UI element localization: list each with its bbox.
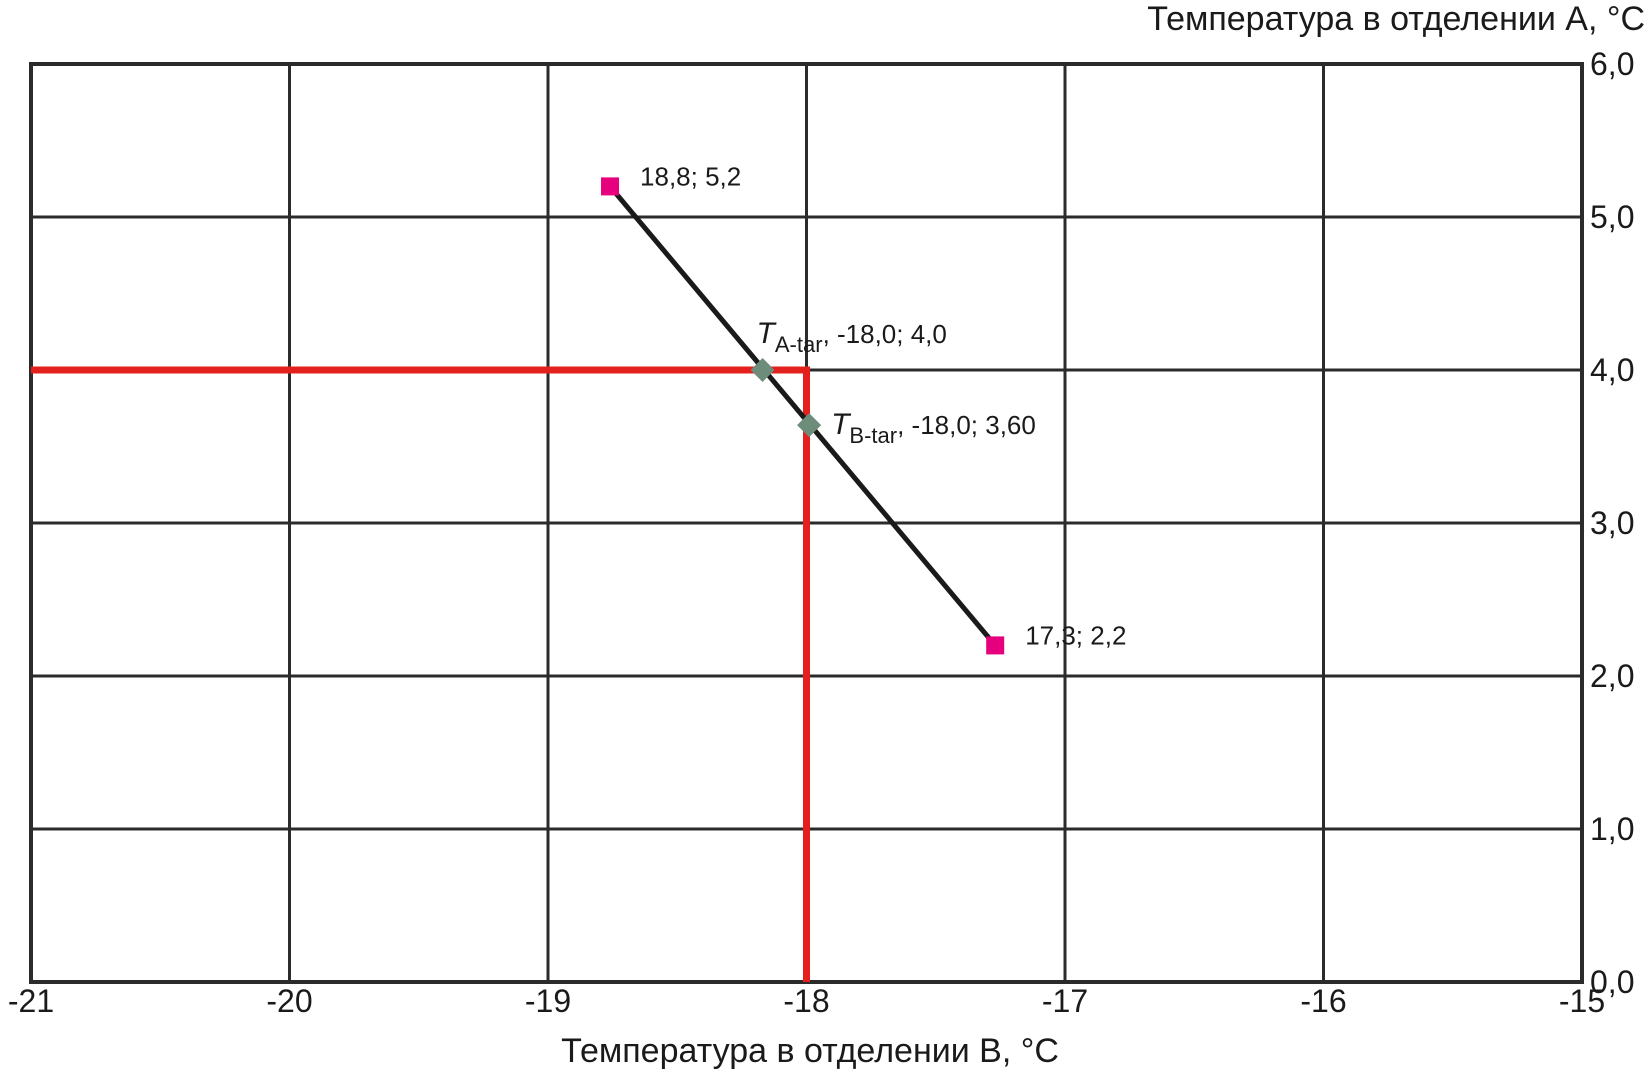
series-line — [608, 184, 998, 648]
y-tick-label: 6,0 — [1590, 46, 1634, 82]
measured-point-label: 17,3; 2,2 — [1025, 620, 1126, 650]
reference-lines — [31, 366, 810, 982]
y-tick-label: 5,0 — [1590, 199, 1634, 235]
x-axis-title: Температура в отделении B, °C — [561, 1032, 1059, 1070]
x-tick-label: -19 — [525, 983, 571, 1019]
x-tick-label: -21 — [8, 983, 54, 1019]
y-tick-label: 4,0 — [1590, 352, 1634, 388]
measured-point-label: 18,8; 5,2 — [640, 161, 741, 191]
y-tick-label: 3,0 — [1590, 505, 1634, 541]
x-tick-label: -16 — [1300, 983, 1346, 1019]
tick-labels: -21 -20 -19 -18 -17 -16 -150,0 1,0 2,0 3,0 4,0 5,0 6… — [8, 46, 1635, 1019]
target-point-label: TB-tar, -18,0; 3,60 — [831, 408, 1036, 448]
series: 18,8; 5,2 17,3; 2,2 TA-tar, -18,0; 4,0 TB-t… — [601, 161, 1126, 655]
target-point — [750, 358, 775, 382]
target-point-label: TA-tar, -18,0; 4,0 — [757, 317, 947, 357]
measured-point — [986, 636, 1005, 655]
x-tick-label: -17 — [1042, 983, 1088, 1019]
x-tick-label: -18 — [783, 983, 829, 1019]
x-tick-label: -20 — [266, 983, 312, 1019]
target-point — [797, 413, 822, 438]
y-axis-title: Температура в отделении A, °C — [1147, 0, 1645, 38]
measured-point — [601, 177, 620, 196]
x-tick-label: -15 — [1559, 983, 1605, 1019]
y-tick-label: 2,0 — [1590, 658, 1634, 694]
y-tick-label: 1,0 — [1590, 811, 1634, 847]
y-tick-label: 0,0 — [1590, 964, 1634, 1000]
